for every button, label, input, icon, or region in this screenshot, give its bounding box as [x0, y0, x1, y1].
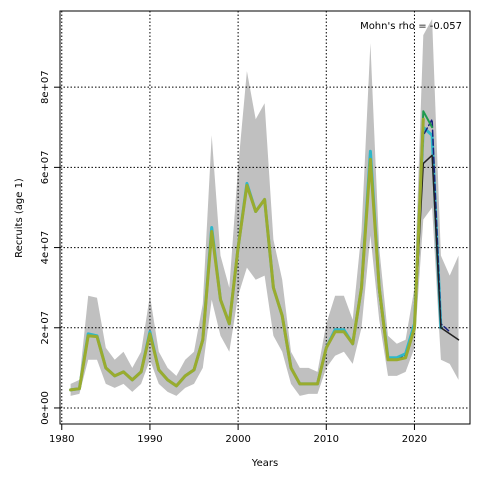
x-tick-label: 1980 [49, 434, 74, 445]
plot-frame [59, 10, 471, 425]
y-tick-label: 4e+07 [40, 231, 51, 265]
series-line-5 [69, 117, 425, 392]
x-axis: 1980 1990 2000 2010 2020 [49, 424, 427, 445]
x-tick-label: 2020 [402, 434, 427, 445]
y-tick-label: 2e+07 [40, 311, 51, 345]
x-tick-label: 2000 [225, 434, 250, 445]
gridlines [60, 11, 470, 424]
series-lines [69, 110, 460, 392]
y-tick-label: 0e+00 [40, 391, 51, 425]
y-axis-title: Recruits (age 1) [14, 178, 25, 258]
mohns-rho-annotation: Mohn's rho = -0.057 [360, 21, 462, 32]
x-tick-label: 2010 [314, 434, 339, 445]
y-tick-label: 8e+07 [40, 70, 51, 104]
x-axis-title: Years [251, 458, 278, 469]
y-axis: 0e+00 2e+07 4e+07 6e+07 8e+07 [40, 70, 60, 425]
y-tick-label: 6e+07 [40, 151, 51, 185]
x-tick-label: 1990 [137, 434, 162, 445]
